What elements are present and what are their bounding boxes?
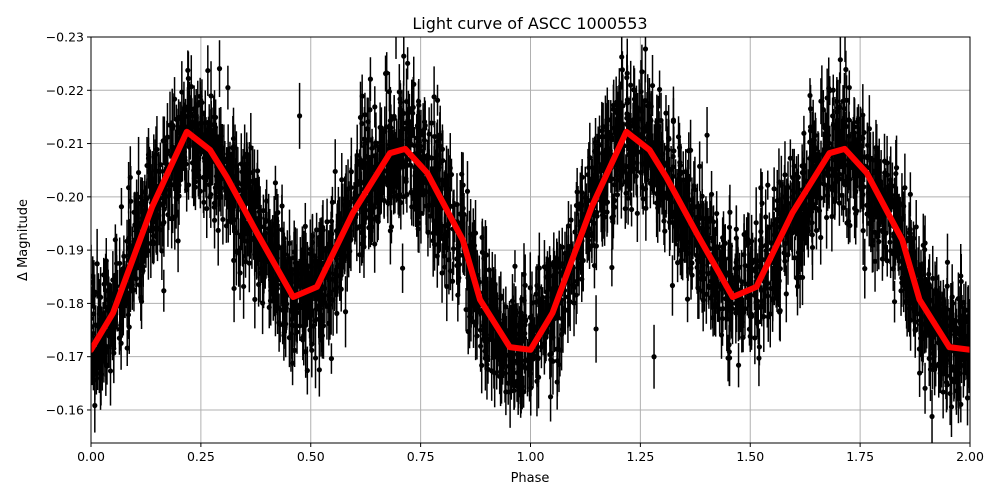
data-marker <box>330 200 335 205</box>
data-marker <box>208 93 213 98</box>
data-marker <box>405 61 410 66</box>
data-marker <box>847 223 852 228</box>
data-marker <box>92 403 97 408</box>
data-marker <box>297 323 302 328</box>
data-marker <box>839 193 844 198</box>
data-marker <box>320 225 325 230</box>
data-marker <box>861 228 866 233</box>
data-point <box>663 95 668 131</box>
y-axis-label: Δ Magnitude <box>16 199 31 281</box>
data-point <box>435 85 440 116</box>
data-point <box>400 243 405 292</box>
data-point <box>217 40 222 97</box>
data-marker <box>220 217 225 222</box>
data-marker <box>255 168 260 173</box>
x-axis-label: Phase <box>511 471 550 486</box>
data-marker <box>788 156 793 161</box>
data-marker <box>297 113 302 118</box>
data-marker <box>658 118 663 123</box>
data-marker <box>941 389 946 394</box>
data-marker <box>547 352 552 357</box>
data-marker <box>663 111 668 116</box>
data-marker <box>643 46 648 51</box>
data-marker <box>548 394 553 399</box>
data-point <box>405 47 410 79</box>
data-point <box>333 139 338 204</box>
data-marker <box>404 99 409 104</box>
data-marker <box>372 104 377 109</box>
data-marker <box>372 241 377 246</box>
data-marker <box>204 206 209 211</box>
data-marker <box>275 210 280 215</box>
data-marker <box>765 183 770 188</box>
data-point <box>297 83 302 149</box>
data-marker <box>870 243 875 248</box>
data-marker <box>662 229 667 234</box>
data-marker <box>801 166 806 171</box>
data-marker <box>921 243 926 248</box>
data-marker <box>252 297 257 302</box>
data-marker <box>860 192 865 197</box>
data-marker <box>136 170 141 175</box>
data-marker <box>400 266 405 271</box>
data-marker <box>824 215 829 220</box>
data-marker <box>95 261 100 266</box>
data-marker <box>772 186 777 191</box>
data-marker <box>686 148 691 153</box>
data-marker <box>237 270 242 275</box>
data-marker <box>650 83 655 88</box>
data-marker <box>282 330 287 335</box>
data-marker <box>303 224 308 229</box>
data-marker <box>343 309 348 314</box>
data-marker <box>714 211 719 216</box>
data-marker <box>635 211 640 216</box>
data-marker <box>892 299 897 304</box>
chart-title: Light curve of ASCC 1000553 <box>412 14 647 33</box>
data-marker <box>629 207 634 212</box>
data-marker <box>843 67 848 72</box>
data-marker <box>628 83 633 88</box>
data-marker <box>709 192 714 197</box>
data-marker <box>818 235 823 240</box>
data-marker <box>930 276 935 281</box>
data-marker <box>656 124 661 129</box>
data-marker <box>844 124 849 129</box>
data-marker <box>914 224 919 229</box>
data-marker <box>216 228 221 233</box>
data-marker <box>217 66 222 71</box>
data-marker <box>908 192 913 197</box>
data-marker <box>393 29 398 34</box>
data-marker <box>333 169 338 174</box>
data-marker <box>108 368 113 373</box>
data-marker <box>241 284 246 289</box>
data-point <box>393 5 398 59</box>
